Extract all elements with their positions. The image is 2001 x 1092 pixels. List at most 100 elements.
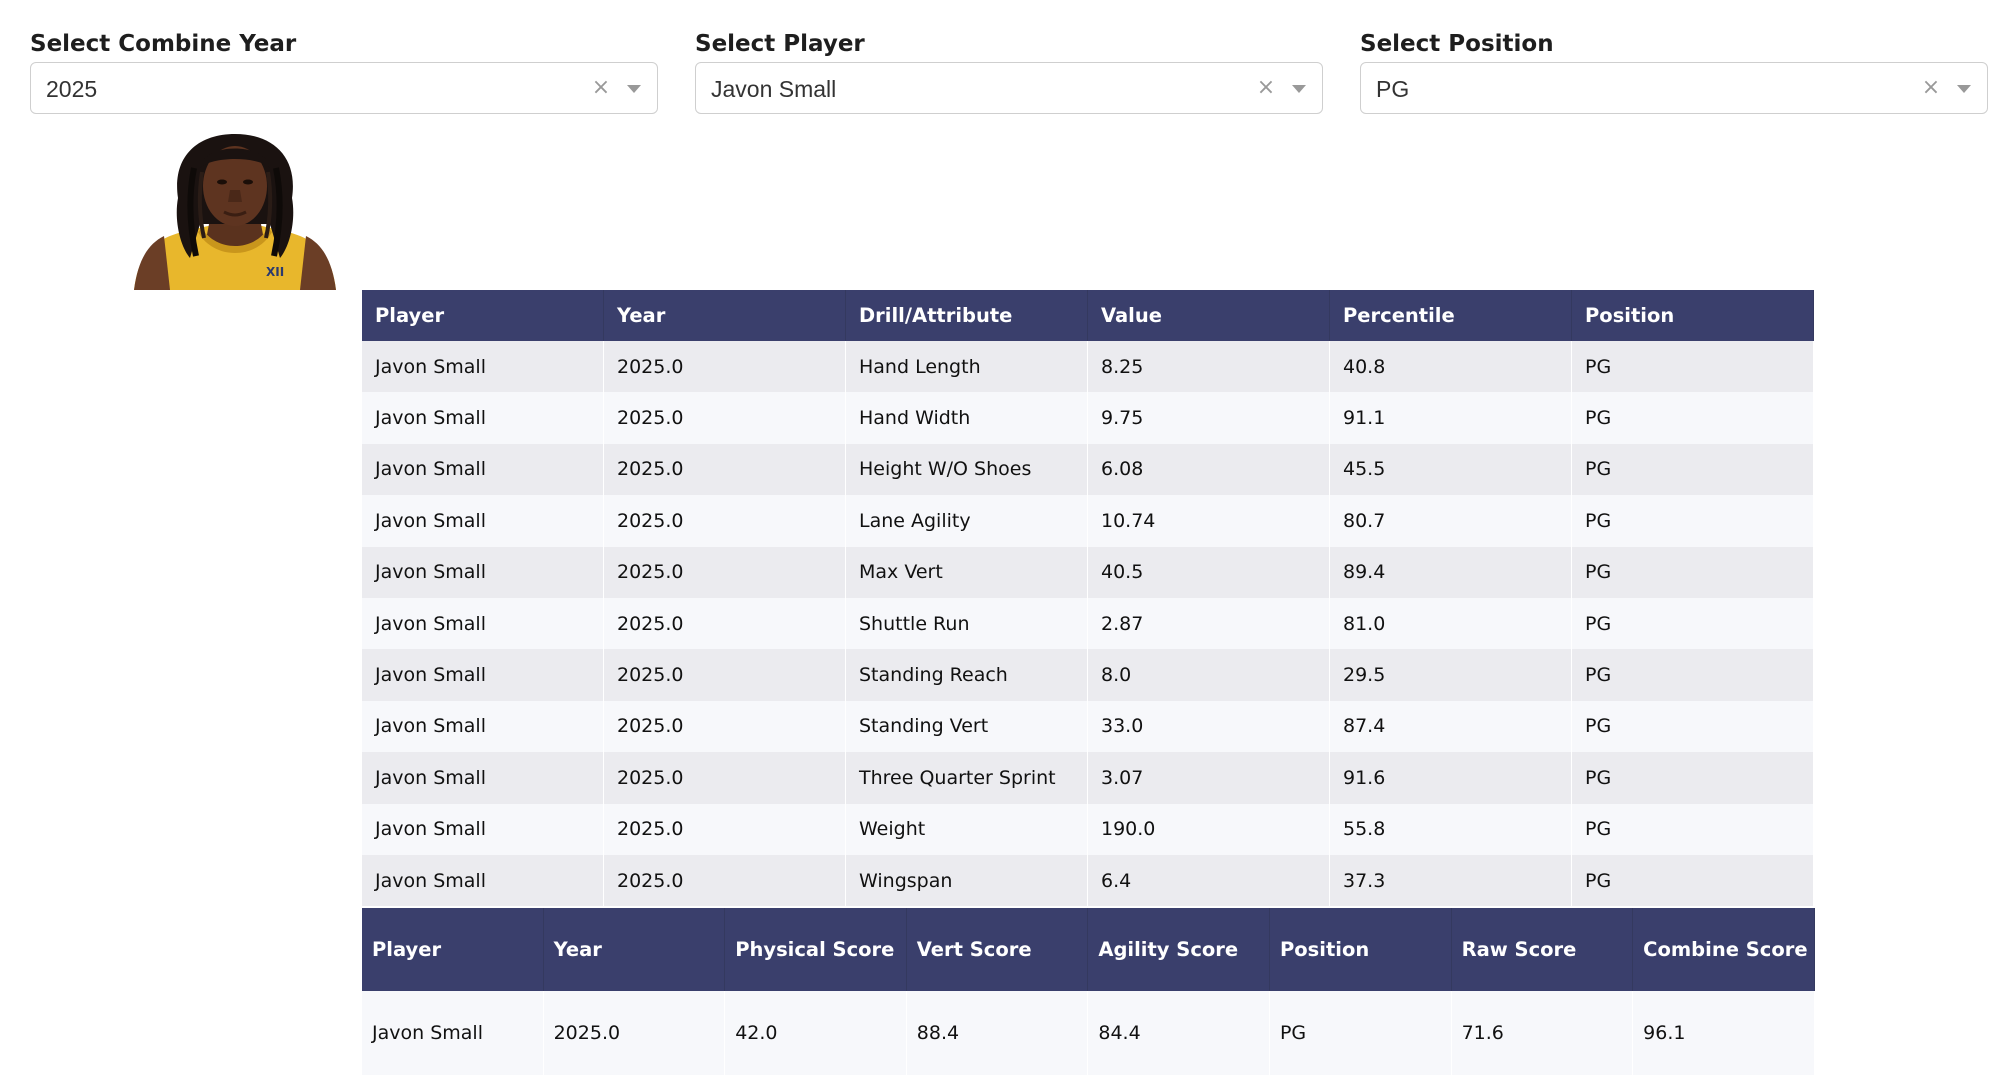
column-header-player[interactable]: Player <box>362 908 544 991</box>
cell-agility-score: 84.4 <box>1087 991 1270 1075</box>
cell-position: PG <box>1269 991 1452 1075</box>
cell-player: Javon Small <box>362 803 604 855</box>
cell-position: PG <box>1571 649 1814 701</box>
table-row: Javon Small 2025.0 Standing Reach 8.0 29… <box>362 649 1814 701</box>
table-row: Javon Small 2025.0 Hand Width 9.75 91.1 … <box>362 392 1814 444</box>
cell-position: PG <box>1571 341 1814 393</box>
cell-year: 2025.0 <box>603 443 846 496</box>
cell-player: Javon Small <box>362 991 544 1075</box>
cell-year: 2025.0 <box>603 803 846 855</box>
clear-icon[interactable]: × <box>1921 75 1941 100</box>
cell-drill: Weight <box>845 803 1088 855</box>
combine-score-table: Player Year Physical Score Vert Score Ag… <box>362 908 1815 1075</box>
cell-drill: Hand Length <box>845 341 1088 393</box>
cell-position: PG <box>1571 803 1814 855</box>
filter-label: Select Combine Year <box>30 31 297 57</box>
cell-year: 2025.0 <box>603 854 846 907</box>
select-value: Javon Small <box>711 76 837 102</box>
cell-combine-score: 96.1 <box>1632 991 1815 1075</box>
filter-combine-year: Select Combine Year 2025 × <box>30 26 658 114</box>
chevron-down-icon[interactable] <box>1957 85 1971 93</box>
table-row: Javon Small 2025.0 Weight 190.0 55.8 PG <box>362 803 1814 855</box>
cell-position: PG <box>1571 752 1814 804</box>
filter-label: Select Player <box>695 31 865 57</box>
cell-position: PG <box>1571 546 1814 598</box>
select-value: 2025 <box>46 76 98 102</box>
cell-value: 40.5 <box>1087 546 1330 598</box>
cell-percentile: 87.4 <box>1329 700 1572 753</box>
cell-year: 2025.0 <box>603 392 846 444</box>
table-row: Javon Small 2025.0 Standing Vert 33.0 87… <box>362 700 1814 753</box>
column-header-raw-score[interactable]: Raw Score <box>1451 908 1634 991</box>
cell-position: PG <box>1571 700 1814 753</box>
player-select[interactable]: Javon Small × <box>695 62 1323 114</box>
select-value: PG <box>1376 76 1410 102</box>
combine-year-select[interactable]: 2025 × <box>30 62 658 114</box>
cell-player: Javon Small <box>362 443 604 496</box>
cell-player: Javon Small <box>362 392 604 444</box>
chevron-down-icon[interactable] <box>1292 85 1306 93</box>
cell-player: Javon Small <box>362 854 604 907</box>
clear-icon[interactable]: × <box>591 75 611 100</box>
cell-value: 10.74 <box>1087 495 1330 547</box>
table-row: Javon Small 2025.0 Max Vert 40.5 89.4 PG <box>362 546 1814 598</box>
cell-percentile: 55.8 <box>1329 803 1572 855</box>
cell-drill: Lane Agility <box>845 495 1088 547</box>
cell-percentile: 91.6 <box>1329 752 1572 804</box>
filter-position: Select Position PG × <box>1360 26 1988 114</box>
svg-text:XII: XII <box>266 265 284 279</box>
column-header-position[interactable]: Position <box>1571 290 1814 341</box>
cell-drill: Hand Width <box>845 392 1088 444</box>
drill-attribute-table: Player Year Drill/Attribute Value Percen… <box>362 290 1814 907</box>
chevron-down-icon[interactable] <box>627 85 641 93</box>
column-header-vert-score[interactable]: Vert Score <box>906 908 1089 991</box>
cell-player: Javon Small <box>362 649 604 701</box>
cell-player: Javon Small <box>362 597 604 650</box>
cell-drill: Height W/O Shoes <box>845 443 1088 496</box>
column-header-position[interactable]: Position <box>1269 908 1452 991</box>
column-header-player[interactable]: Player <box>362 290 604 341</box>
column-header-drill[interactable]: Drill/Attribute <box>845 290 1088 341</box>
cell-drill: Standing Vert <box>845 700 1088 753</box>
cell-position: PG <box>1571 597 1814 650</box>
cell-percentile: 40.8 <box>1329 341 1572 393</box>
cell-position: PG <box>1571 443 1814 496</box>
table-row: Javon Small 2025.0 Lane Agility 10.74 80… <box>362 495 1814 547</box>
cell-value: 6.4 <box>1087 854 1330 907</box>
filter-label: Select Position <box>1360 31 1554 57</box>
clear-icon[interactable]: × <box>1256 75 1276 100</box>
cell-percentile: 37.3 <box>1329 854 1572 907</box>
cell-drill: Standing Reach <box>845 649 1088 701</box>
cell-value: 9.75 <box>1087 392 1330 444</box>
column-header-physical-score[interactable]: Physical Score <box>724 908 907 991</box>
filter-player: Select Player Javon Small × <box>695 26 1323 114</box>
table-row: Javon Small 2025.0 Height W/O Shoes 6.08… <box>362 443 1814 496</box>
cell-year: 2025.0 <box>603 752 846 804</box>
cell-year: 2025.0 <box>603 700 846 753</box>
column-header-value[interactable]: Value <box>1087 290 1330 341</box>
cell-player: Javon Small <box>362 546 604 598</box>
cell-percentile: 45.5 <box>1329 443 1572 496</box>
cell-player: Javon Small <box>362 700 604 753</box>
position-select[interactable]: PG × <box>1360 62 1988 114</box>
table-row: Javon Small 2025.0 Shuttle Run 2.87 81.0… <box>362 597 1814 650</box>
table-row: Javon Small 2025.0 42.0 88.4 84.4 PG 71.… <box>362 991 1815 1075</box>
cell-player: Javon Small <box>362 341 604 393</box>
table-header-row: Player Year Drill/Attribute Value Percen… <box>362 290 1814 341</box>
column-header-year[interactable]: Year <box>603 290 846 341</box>
table-row: Javon Small 2025.0 Hand Length 8.25 40.8… <box>362 341 1814 393</box>
cell-value: 33.0 <box>1087 700 1330 753</box>
cell-physical-score: 42.0 <box>724 991 907 1075</box>
cell-position: PG <box>1571 392 1814 444</box>
cell-player: Javon Small <box>362 752 604 804</box>
column-header-agility-score[interactable]: Agility Score <box>1087 908 1270 991</box>
column-header-year[interactable]: Year <box>543 908 726 991</box>
column-header-percentile[interactable]: Percentile <box>1329 290 1572 341</box>
column-header-combine-score[interactable]: Combine Score <box>1632 908 1815 991</box>
cell-year: 2025.0 <box>603 649 846 701</box>
cell-percentile: 91.1 <box>1329 392 1572 444</box>
cell-vert-score: 88.4 <box>906 991 1089 1075</box>
cell-percentile: 80.7 <box>1329 495 1572 547</box>
cell-drill: Wingspan <box>845 854 1088 907</box>
player-headshot: XII <box>134 134 336 290</box>
